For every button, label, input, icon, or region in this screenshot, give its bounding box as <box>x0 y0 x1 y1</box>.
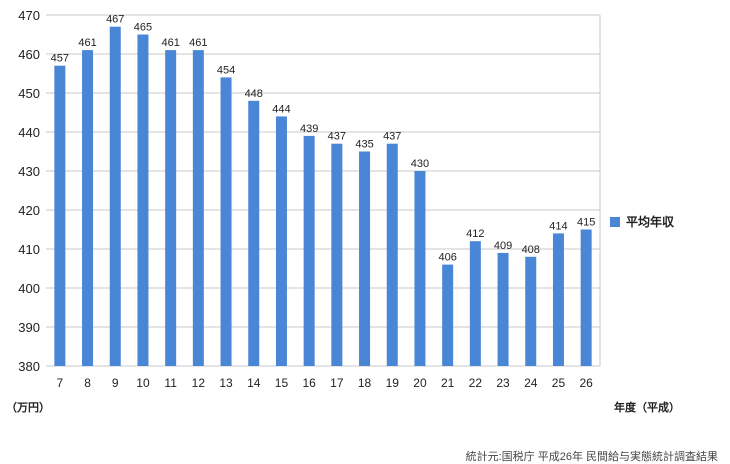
bar-value-label: 461 <box>189 37 207 49</box>
y-tick-label: 450 <box>18 86 40 101</box>
bar <box>442 264 454 366</box>
bar-value-label: 409 <box>494 240 512 252</box>
x-tick-label: 16 <box>302 376 316 390</box>
bar <box>54 65 66 366</box>
y-tick-label: 460 <box>18 47 40 62</box>
bar <box>275 116 287 367</box>
grid-lines <box>46 14 601 367</box>
x-tick-label: 10 <box>136 376 150 390</box>
legend-swatch <box>610 216 620 227</box>
legend: 平均年収 <box>610 213 674 230</box>
y-tick-label: 430 <box>18 164 40 179</box>
bar-value-label: 444 <box>272 103 290 115</box>
bar <box>165 50 177 366</box>
bar <box>248 100 260 367</box>
bar <box>331 143 343 366</box>
bar-value-label: 439 <box>300 123 318 135</box>
bar-value-label: 467 <box>106 14 124 26</box>
bars <box>54 26 592 367</box>
bar-value-label: 430 <box>411 158 429 170</box>
bar-value-label: 437 <box>383 131 401 143</box>
y-axis-unit-label: （万円） <box>6 402 50 414</box>
bar <box>580 229 592 366</box>
bar <box>414 171 426 366</box>
x-axis-ticks: 7 8 9 10 11 12 13 14 15 16 17 18 19 20 21 22 23 24 25 26 <box>57 376 594 390</box>
bar <box>386 143 398 366</box>
bar-value-label: 448 <box>245 88 263 100</box>
bar <box>82 50 94 366</box>
bar <box>497 252 509 366</box>
x-tick-label: 11 <box>164 376 177 390</box>
x-tick-label: 23 <box>496 376 510 390</box>
x-tick-label: 26 <box>579 376 593 390</box>
bar <box>303 135 315 366</box>
x-tick-label: 12 <box>192 376 206 390</box>
bar-value-label: 406 <box>438 252 456 264</box>
legend-label: 平均年収 <box>626 215 675 229</box>
x-tick-label: 24 <box>524 376 538 390</box>
bar-value-label: 415 <box>577 217 595 229</box>
bar <box>552 233 564 366</box>
x-tick-label: 7 <box>57 376 64 390</box>
x-tick-label: 17 <box>330 376 344 390</box>
y-tick-label: 390 <box>18 320 40 335</box>
bar-value-label: 414 <box>549 220 567 232</box>
y-tick-label: 440 <box>18 125 40 140</box>
bar-value-label: 435 <box>355 139 373 151</box>
source-note: 統計元:国税庁 平成26年 民間給与実態統計調査結果 <box>465 451 718 463</box>
y-tick-label: 420 <box>18 203 40 218</box>
x-tick-label: 20 <box>413 376 427 390</box>
x-tick-label: 15 <box>275 376 289 390</box>
x-axis-label: 年度（平成） <box>614 402 680 414</box>
bar-value-label: 412 <box>466 228 484 240</box>
y-axis-ticks: 380 390 400 410 420 430 440 450 460 470 <box>18 8 40 374</box>
bar-value-label: 461 <box>78 37 96 49</box>
bar <box>359 151 371 366</box>
bar-value-label: 465 <box>134 22 152 34</box>
bar <box>109 26 121 366</box>
x-tick-label: 25 <box>552 376 566 390</box>
bar <box>469 241 481 366</box>
bar-value-label: 461 <box>161 37 179 49</box>
bar <box>192 50 204 366</box>
x-tick-label: 14 <box>247 376 261 390</box>
bar <box>220 77 232 367</box>
x-tick-label: 21 <box>441 376 455 390</box>
x-tick-label: 22 <box>469 376 483 390</box>
y-tick-label: 380 <box>18 359 40 374</box>
y-tick-label: 410 <box>18 242 40 257</box>
y-tick-label: 400 <box>18 281 40 296</box>
bar-value-label: 454 <box>217 64 235 76</box>
x-tick-label: 9 <box>112 376 119 390</box>
x-tick-label: 19 <box>386 376 400 390</box>
y-tick-label: 470 <box>18 8 40 23</box>
x-tick-label: 18 <box>358 376 372 390</box>
bar-value-label: 408 <box>522 244 540 256</box>
bar-value-label: 457 <box>51 53 69 65</box>
bar <box>525 256 537 366</box>
x-tick-label: 8 <box>84 376 91 390</box>
bar-data-labels: 457 461 467 465 461 461 454 448 444 439 437 435 437 4… <box>51 14 596 264</box>
bar <box>137 34 149 366</box>
x-tick-label: 13 <box>219 376 233 390</box>
bar-value-label: 437 <box>328 131 346 143</box>
